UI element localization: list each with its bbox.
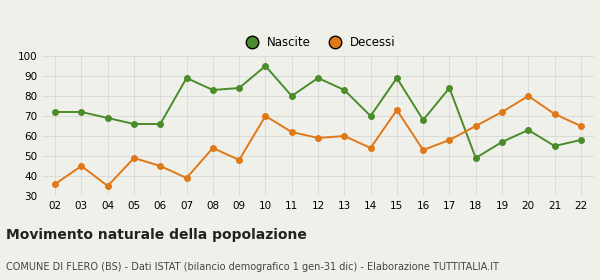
Nascite	[472, 156, 479, 160]
Nascite	[104, 116, 112, 120]
Decessi	[551, 112, 558, 116]
Decessi	[446, 138, 453, 142]
Decessi	[577, 124, 584, 128]
Text: Movimento naturale della popolazione: Movimento naturale della popolazione	[6, 228, 307, 242]
Nascite	[157, 122, 164, 126]
Nascite	[393, 76, 400, 80]
Decessi	[393, 108, 400, 112]
Decessi	[288, 130, 295, 134]
Nascite	[236, 86, 243, 90]
Nascite	[524, 128, 532, 132]
Decessi	[52, 182, 59, 186]
Decessi	[157, 164, 164, 168]
Nascite	[183, 76, 190, 80]
Decessi	[524, 94, 532, 98]
Nascite	[367, 114, 374, 118]
Decessi	[472, 124, 479, 128]
Nascite	[262, 64, 269, 68]
Decessi	[314, 136, 322, 140]
Decessi	[104, 184, 112, 188]
Nascite	[577, 138, 584, 142]
Nascite	[419, 118, 427, 122]
Nascite	[551, 144, 558, 148]
Decessi	[183, 176, 190, 180]
Nascite	[446, 86, 453, 90]
Nascite	[130, 122, 137, 126]
Nascite	[288, 94, 295, 98]
Nascite	[341, 88, 348, 92]
Decessi	[209, 146, 217, 150]
Nascite	[314, 76, 322, 80]
Decessi	[499, 110, 506, 114]
Decessi	[419, 148, 427, 152]
Legend: Nascite, Decessi: Nascite, Decessi	[235, 31, 401, 53]
Text: COMUNE DI FLERO (BS) - Dati ISTAT (bilancio demografico 1 gen-31 dic) - Elaboraz: COMUNE DI FLERO (BS) - Dati ISTAT (bilan…	[6, 262, 499, 272]
Nascite	[209, 88, 217, 92]
Decessi	[236, 158, 243, 162]
Line: Decessi: Decessi	[52, 93, 584, 189]
Decessi	[262, 114, 269, 118]
Decessi	[367, 146, 374, 150]
Decessi	[130, 156, 137, 160]
Decessi	[341, 134, 348, 138]
Nascite	[499, 140, 506, 144]
Decessi	[78, 164, 85, 168]
Line: Nascite: Nascite	[52, 63, 584, 161]
Nascite	[78, 110, 85, 114]
Nascite	[52, 110, 59, 114]
